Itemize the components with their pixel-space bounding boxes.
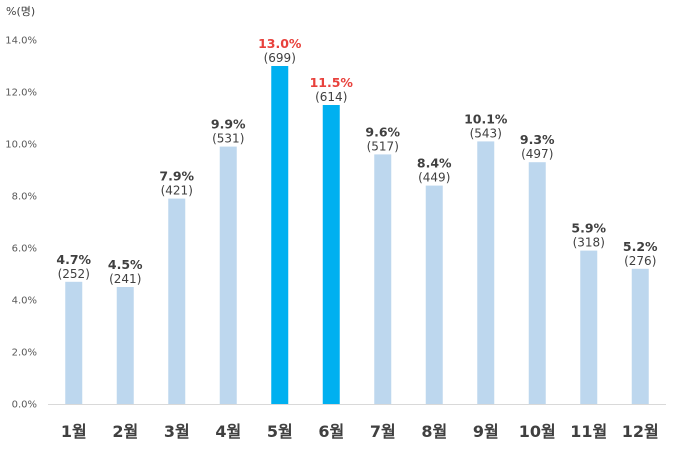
value-label-3: 7.9% [159,169,194,184]
bar-7 [374,154,392,404]
value-label-9: 10.1% [464,111,508,126]
y-tick-label: 2.0% [12,348,37,359]
x-tick-label-8: 8월 [421,422,447,441]
bar-10 [528,162,546,404]
y-tick-label: 6.0% [12,244,37,255]
value-label-8: 8.4% [417,156,452,171]
bar-11 [580,250,598,404]
count-label-3: (421) [161,184,193,198]
x-tick-label-4: 4월 [215,422,241,441]
bar-1 [65,281,83,404]
value-label-2: 4.5% [108,257,143,272]
value-labels: 4.7%(252) 4.5%(241) 7.9%(421) 9.9%(531) 13.0… [56,36,658,286]
bar-9 [477,141,495,404]
count-label-2: (241) [109,272,141,286]
x-tick-label-7: 7월 [370,422,396,441]
count-label-12: (276) [624,254,656,268]
bar-6 [322,105,340,404]
bar-8 [425,185,443,404]
count-label-6: (614) [315,90,347,104]
value-label-4: 9.9% [211,117,246,132]
value-label-1: 4.7% [56,252,91,267]
value-label-11: 5.9% [571,221,606,236]
count-label-5: (699) [264,51,296,65]
y-tick-label: 12.0% [5,88,37,99]
value-label-7: 9.6% [365,124,400,139]
x-tick-label-10: 10월 [519,422,556,441]
x-tick-label-1: 1월 [61,422,87,441]
bar-5 [271,66,289,404]
x-axis-ticks: 1월 2월 3월 4월 5월 6월 7월 8월 9월 10월 11월 12월 [61,422,659,441]
y-tick-label: 10.0% [5,140,37,151]
x-tick-label-2: 2월 [112,422,138,441]
count-label-8: (449) [418,171,450,185]
y-tick-label: 4.0% [12,296,37,307]
count-label-11: (318) [573,236,605,250]
y-axis-unit-label: %(명) [6,5,35,18]
count-label-9: (543) [470,126,502,140]
value-label-12: 5.2% [623,239,658,254]
count-label-7: (517) [367,139,399,153]
value-label-6: 11.5% [310,75,354,90]
bars [65,66,649,404]
count-label-1: (252) [58,267,90,281]
count-label-10: (497) [521,147,553,161]
bar-12 [631,268,649,404]
bar-4 [219,146,237,404]
x-tick-label-5: 5월 [267,422,293,441]
y-axis-ticks: 0.0% 2.0% 4.0% 6.0% 8.0% 10.0% 12.0% 14.0% [5,36,37,411]
x-tick-label-12: 12월 [622,422,659,441]
y-tick-label: 8.0% [12,192,37,203]
value-label-5: 13.0% [258,36,302,51]
x-tick-label-9: 9월 [473,422,499,441]
bar-3 [168,198,186,404]
x-tick-label-6: 6월 [318,422,344,441]
y-tick-label: 14.0% [5,36,37,47]
x-tick-label-3: 3월 [164,422,190,441]
value-label-10: 9.3% [520,132,555,147]
y-tick-label: 0.0% [12,400,37,411]
bar-2 [116,287,134,404]
x-tick-label-11: 11월 [570,422,607,441]
count-label-4: (531) [212,132,244,146]
